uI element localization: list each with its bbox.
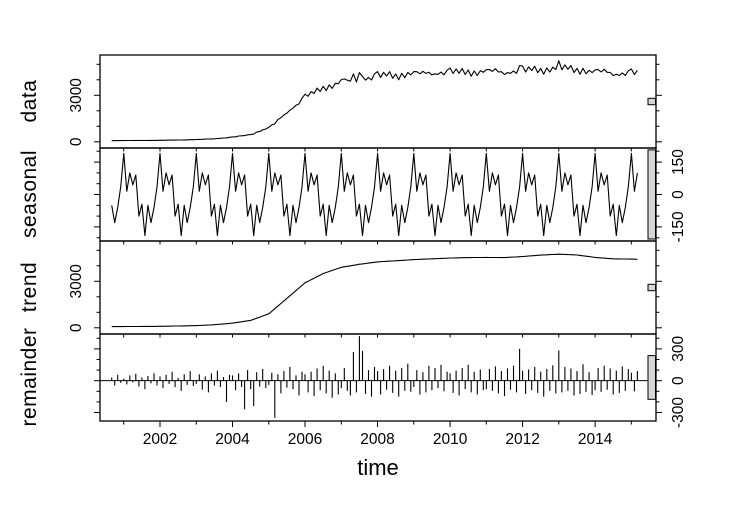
y-tick-label-data: 0 xyxy=(68,137,85,146)
y-tick-label-trend: 3000 xyxy=(68,264,85,299)
seasonal-series-line xyxy=(111,152,638,237)
y-tick-label-remainder: 300 xyxy=(670,336,687,362)
x-tick-label: 2014 xyxy=(578,431,613,448)
remainder-bars xyxy=(111,336,638,418)
x-tick-label: 2008 xyxy=(360,431,394,448)
range-bar-trend xyxy=(647,283,656,292)
x-tick-label: 2004 xyxy=(215,431,250,448)
y-tick-label-remainder: -300 xyxy=(670,397,687,428)
range-bar-data xyxy=(647,97,656,106)
panel-label-seasonal: seasonal xyxy=(18,149,41,239)
y-tick-label-trend: 0 xyxy=(68,323,85,332)
range-bar-remainder xyxy=(647,355,656,400)
range-bar-seasonal xyxy=(647,149,656,240)
y-ticks-trend xyxy=(94,249,662,329)
panel-label-remainder: remainder xyxy=(18,327,41,427)
data-series-line xyxy=(111,60,638,142)
x-tick-label: 2006 xyxy=(288,431,322,448)
x-tick-label: 2012 xyxy=(505,431,539,448)
x-tick-label: 2002 xyxy=(143,431,177,448)
y-ticks-remainder xyxy=(94,337,662,413)
x-tick-label: 2010 xyxy=(433,431,468,448)
y-tick-label-seasonal: -150 xyxy=(670,211,687,242)
y-ticks-data xyxy=(94,63,662,143)
y-tick-label-seasonal: 0 xyxy=(670,190,687,199)
y-tick-label-remainder: 0 xyxy=(670,376,687,385)
y-ticks-seasonal xyxy=(94,150,662,239)
trend-series-line xyxy=(111,253,638,328)
y-tick-label-data: 3000 xyxy=(68,78,85,113)
x-ticks-remainder xyxy=(123,421,632,427)
y-tick-label-seasonal: 150 xyxy=(670,149,687,175)
panel-label-data: data xyxy=(18,79,41,123)
panel-label-trend: trend xyxy=(18,261,41,313)
x-axis-title: time xyxy=(357,455,399,480)
